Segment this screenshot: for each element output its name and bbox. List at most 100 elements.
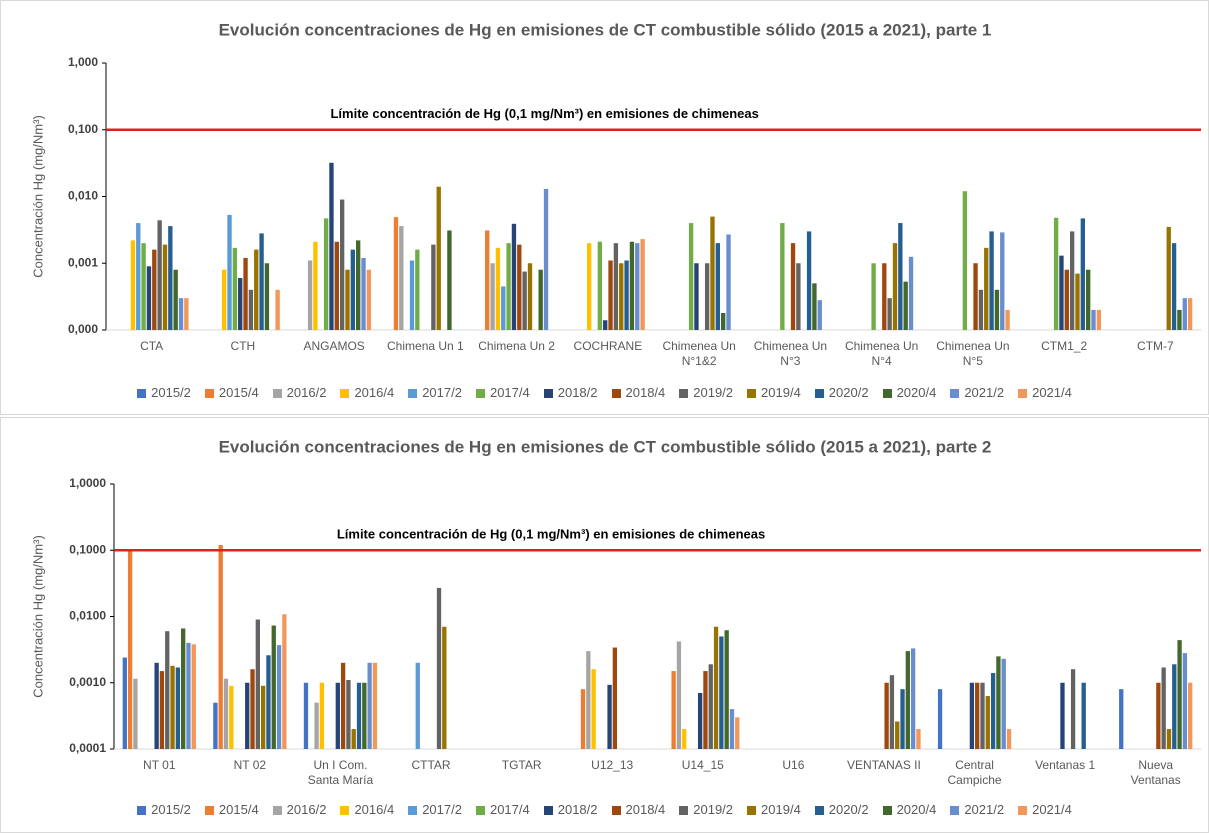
bar	[962, 191, 968, 330]
bar	[887, 298, 892, 330]
y-tick-label: 0,0001	[69, 741, 106, 755]
bar	[399, 226, 404, 330]
bar	[254, 249, 259, 330]
bar	[612, 647, 618, 749]
bar	[223, 678, 229, 749]
bar	[136, 223, 141, 330]
chart-panel: Evolución concentraciones de Hg en emisi…	[0, 0, 1209, 415]
legend-swatch	[747, 389, 757, 399]
bar	[213, 702, 218, 749]
legend: 2015/2 2015/4 2016/2 2016/4 2017/2 2017/4 2018…	[1, 802, 1208, 817]
bar	[303, 682, 309, 749]
legend-item: 2016/4	[340, 385, 394, 400]
legend-item: 2021/2	[950, 385, 1004, 400]
legend-swatch	[137, 389, 147, 399]
bar	[415, 249, 420, 330]
legend-item: 2017/4	[475, 385, 530, 400]
bar	[990, 673, 996, 749]
bar	[889, 675, 895, 749]
bar	[916, 729, 921, 749]
bar	[624, 260, 629, 330]
bar	[682, 729, 687, 749]
legend-item: 2019/2	[679, 802, 733, 817]
legend-item: 2021/4	[1018, 385, 1072, 400]
legend-item: 2021/2	[950, 802, 1004, 817]
bar	[790, 243, 796, 330]
x-tick-label: Un I Com. Santa María	[307, 758, 374, 787]
bar	[871, 263, 876, 330]
legend-label: 2015/2	[151, 802, 191, 817]
y-axis-label: Concentración Hg (mg/Nm³)	[30, 115, 45, 278]
legend-swatch	[814, 806, 824, 816]
bar	[409, 260, 415, 330]
legend-swatch	[543, 389, 553, 399]
bar	[1075, 273, 1080, 330]
chart-title: Evolución concentraciones de Hg en emisi…	[219, 437, 992, 456]
y-tick-label: 0,0010	[69, 675, 106, 689]
x-tick-label: CTM1_2	[1041, 339, 1088, 353]
bar	[162, 244, 168, 330]
bar	[264, 263, 270, 330]
legend-item: 2020/2	[814, 802, 869, 817]
bar	[704, 263, 710, 330]
bar	[436, 186, 441, 330]
bar	[817, 300, 822, 330]
bar	[329, 162, 334, 330]
bar	[697, 693, 703, 749]
legend-swatch	[747, 806, 757, 816]
bar	[994, 289, 1000, 330]
bar	[191, 644, 196, 749]
bar	[178, 298, 184, 330]
bar	[586, 243, 592, 330]
bar	[275, 289, 280, 330]
bar	[255, 619, 260, 749]
bar	[356, 240, 361, 330]
bar	[640, 239, 645, 330]
bar	[157, 220, 162, 330]
x-tick-label: Chimenea Un N°1&2	[662, 339, 736, 368]
legend-swatch	[475, 389, 485, 399]
bar	[501, 286, 506, 330]
bar	[985, 696, 990, 749]
legend-swatch	[679, 806, 689, 816]
x-tick-label: Central Campiche	[947, 758, 1002, 787]
bar	[1006, 729, 1012, 749]
bar	[973, 263, 978, 330]
x-tick-label: NT 02	[233, 758, 267, 772]
legend-label: 2020/2	[828, 802, 869, 817]
legend-label: 2019/2	[693, 385, 734, 400]
legend-swatch	[543, 806, 553, 816]
bar	[367, 662, 372, 749]
legend-swatch	[1018, 806, 1028, 816]
bar	[713, 626, 719, 749]
x-tick-label: Chimena Un 2	[478, 339, 555, 353]
bar	[969, 682, 975, 749]
legend-label: 2018/4	[625, 385, 666, 400]
bar	[975, 682, 980, 749]
bar	[603, 320, 608, 330]
bar	[719, 636, 724, 749]
bar	[892, 243, 898, 330]
chart-title: Evolución concentraciones de Hg en emisi…	[219, 20, 992, 39]
bar	[721, 312, 726, 330]
bar	[314, 702, 319, 749]
x-tick-label: Ventanas 1	[1035, 758, 1096, 772]
bar	[250, 669, 255, 749]
bar	[229, 685, 234, 749]
bar	[186, 642, 191, 749]
legend-swatch	[611, 389, 621, 399]
legend-label: 2019/2	[693, 802, 734, 817]
legend-item: 2015/4	[204, 802, 259, 817]
bar	[260, 685, 266, 749]
legend-item: 2019/2	[679, 385, 733, 400]
legend-swatch	[1018, 389, 1028, 399]
bar	[517, 244, 522, 330]
legend-swatch	[272, 806, 282, 816]
bar	[1182, 298, 1187, 330]
y-tick-label: 0,1000	[69, 542, 106, 556]
legend-item: 2016/2	[272, 385, 326, 400]
bar	[1096, 309, 1102, 330]
bar	[908, 256, 914, 330]
bar	[884, 682, 889, 749]
bar	[393, 217, 399, 330]
